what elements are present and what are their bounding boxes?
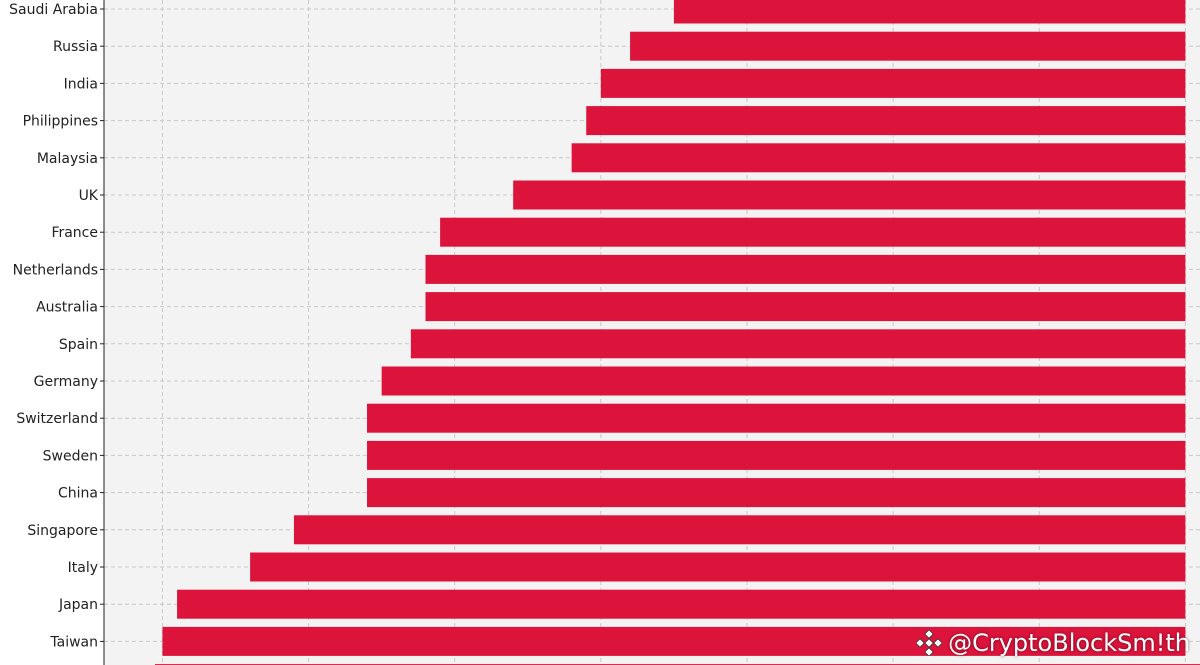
- bar: [367, 478, 1186, 508]
- category-label: Germany: [34, 374, 98, 390]
- bar: [425, 292, 1186, 322]
- bar: [177, 589, 1186, 619]
- bar: [513, 180, 1186, 210]
- category-label: Sweden: [43, 448, 98, 464]
- category-label: Taiwan: [49, 634, 98, 650]
- category-label: France: [51, 225, 98, 241]
- bar: [440, 217, 1186, 247]
- bar: [571, 143, 1186, 173]
- category-label: Spain: [59, 337, 98, 353]
- category-label: China: [58, 486, 98, 502]
- bar: [673, 0, 1186, 24]
- watermark: @CryptoBlockSm!th: [916, 629, 1190, 657]
- bar: [381, 366, 1186, 396]
- category-label: Australia: [36, 300, 98, 316]
- bar: [586, 106, 1186, 136]
- bar: [410, 329, 1186, 359]
- category-label: Japan: [58, 597, 98, 613]
- bar: [293, 515, 1186, 545]
- bar: [425, 254, 1186, 284]
- category-label: Italy: [68, 560, 98, 576]
- category-label: Netherlands: [13, 262, 98, 278]
- category-label: Russia: [53, 39, 98, 55]
- category-label: Saudi Arabia: [9, 2, 98, 18]
- bar: [367, 403, 1186, 433]
- category-label: Philippines: [23, 114, 98, 130]
- bar: [250, 552, 1186, 582]
- category-label: Singapore: [27, 523, 98, 539]
- binance-diamond-icon: [916, 630, 943, 656]
- bar: [367, 440, 1186, 470]
- watermark-text: @CryptoBlockSm!th: [948, 629, 1190, 657]
- bar: [630, 31, 1186, 61]
- category-label: India: [64, 76, 98, 92]
- category-label: UK: [79, 188, 99, 204]
- category-label: Malaysia: [37, 151, 98, 167]
- bar: [600, 68, 1186, 98]
- bar: [162, 626, 1186, 656]
- category-label: Switzerland: [16, 411, 98, 427]
